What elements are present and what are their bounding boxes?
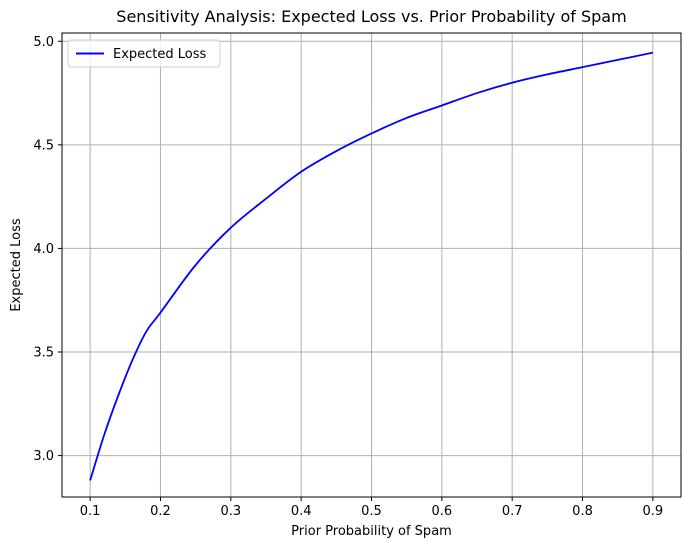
y-axis-ticks: 3.0 3.5 4.0 4.5 5.0 [33, 35, 62, 464]
grid-lines [62, 33, 681, 497]
x-tick-label: 0.1 [80, 504, 101, 519]
x-tick-label: 0.6 [431, 504, 452, 519]
y-tick-label: 5.0 [33, 35, 54, 50]
legend: Expected Loss [67, 39, 221, 68]
series-layer [89, 51, 654, 481]
x-tick-label: 0.4 [291, 504, 312, 519]
x-tick-label: 0.8 [572, 504, 593, 519]
y-tick-label: 3.0 [33, 449, 54, 464]
y-tick-label: 4.0 [33, 242, 54, 257]
chart-title: Sensitivity Analysis: Expected Loss vs. … [116, 7, 626, 26]
legend-box [67, 39, 221, 68]
series-line-expected-loss [89, 51, 654, 481]
x-axis-label: Prior Probability of Spam [291, 524, 452, 539]
y-tick-label: 4.5 [33, 138, 54, 153]
x-tick-label: 0.2 [150, 504, 171, 519]
x-tick-label: 0.3 [220, 504, 241, 519]
legend-entry-label: Expected Loss [113, 47, 207, 62]
x-tick-label: 0.7 [502, 504, 523, 519]
x-tick-label: 0.9 [643, 504, 664, 519]
y-axis-label: Expected Loss [9, 218, 24, 312]
y-tick-label: 3.5 [33, 346, 54, 361]
x-tick-label: 0.5 [361, 504, 382, 519]
x-axis-ticks: 0.1 0.2 0.3 0.4 0.5 0.6 0.7 0.8 0.9 [80, 497, 663, 519]
